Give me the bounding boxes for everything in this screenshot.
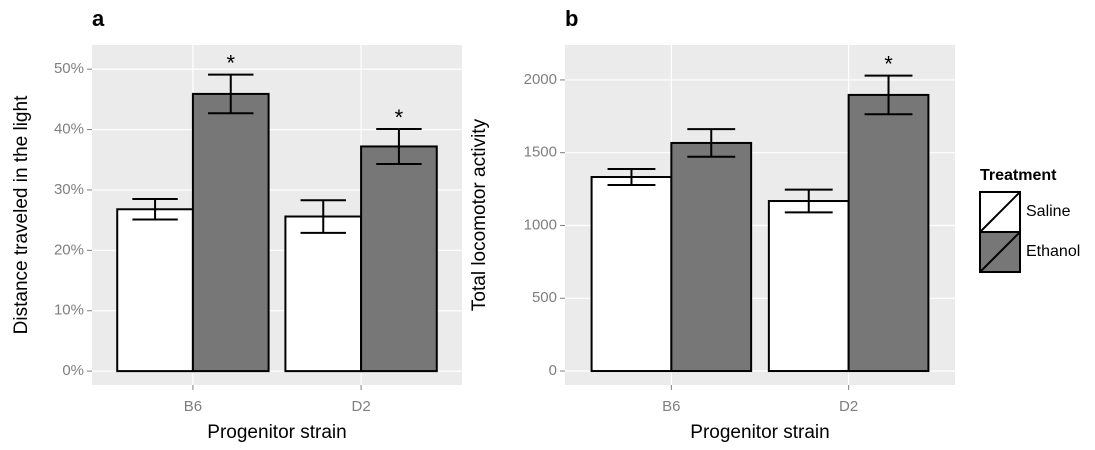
bar bbox=[767, 200, 850, 373]
x-axis-title: Progenitor strain bbox=[207, 422, 346, 443]
error-bar bbox=[300, 199, 346, 234]
error-bar bbox=[607, 168, 656, 187]
x-axis-title: Progenitor strain bbox=[690, 422, 829, 443]
error-bar bbox=[784, 188, 833, 214]
error-bar bbox=[864, 74, 913, 116]
y-tick-label: 0 bbox=[549, 362, 557, 379]
y-tick-label: 10% bbox=[54, 302, 84, 319]
y-tick-label: 1500 bbox=[524, 144, 557, 161]
bar bbox=[670, 141, 753, 373]
bar bbox=[116, 208, 194, 373]
panel-label: a bbox=[92, 6, 105, 31]
y-axis-title: Distance traveled in the light bbox=[11, 95, 32, 334]
y-tick-label: 0% bbox=[62, 362, 84, 379]
error-bar bbox=[687, 128, 736, 158]
y-tick-label: 20% bbox=[54, 241, 84, 258]
bar bbox=[191, 92, 270, 373]
error-bar bbox=[376, 127, 422, 165]
x-tick-label: B6 bbox=[662, 398, 680, 415]
x-tick-label: D2 bbox=[351, 398, 370, 415]
significance-marker: * bbox=[226, 50, 235, 75]
bar bbox=[360, 145, 438, 373]
bar bbox=[590, 176, 673, 373]
significance-marker: * bbox=[395, 105, 404, 130]
bar bbox=[847, 93, 930, 373]
significance-marker: * bbox=[884, 51, 893, 76]
y-tick-label: 500 bbox=[532, 289, 557, 306]
y-tick-label: 2000 bbox=[524, 71, 557, 88]
error-bar bbox=[208, 73, 254, 115]
error-bar bbox=[132, 197, 178, 221]
x-tick-label: B6 bbox=[184, 398, 202, 415]
legend-label: Ethanol bbox=[1026, 243, 1080, 260]
y-tick-label: 50% bbox=[54, 60, 84, 77]
legend-label: Saline bbox=[1026, 203, 1071, 220]
legend-key-slash bbox=[979, 191, 1021, 233]
x-tick-label: D2 bbox=[839, 398, 858, 415]
legend-key-slash bbox=[979, 231, 1021, 273]
bar bbox=[284, 215, 363, 373]
panel-label: b bbox=[565, 6, 578, 31]
y-tick-label: 40% bbox=[54, 121, 84, 138]
y-tick-label: 1000 bbox=[524, 216, 557, 233]
y-tick-label: 30% bbox=[54, 181, 84, 198]
legend-title: Treatment bbox=[980, 167, 1057, 184]
y-axis-title: Total locomotor activity bbox=[469, 118, 490, 311]
